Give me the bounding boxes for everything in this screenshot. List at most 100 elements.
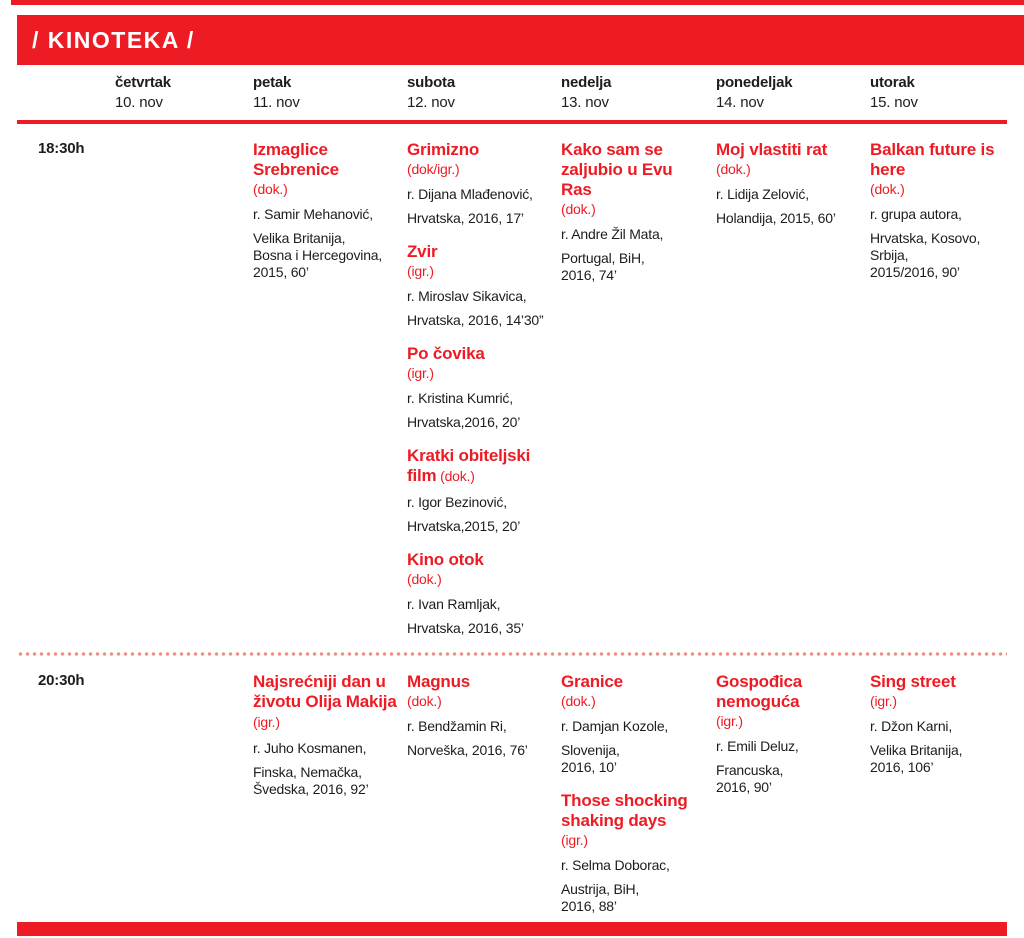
film-director: r. Juho Kosmanen,: [253, 740, 367, 756]
schedule-cell-nedelja: Kako sam se zaljubio u Evu Ras (dok.) r. A…: [561, 140, 716, 652]
film-entry: Those shocking shaking days (igr.) r. Selm…: [561, 791, 706, 915]
day-date: 12. nov: [407, 94, 455, 111]
film-title: Moj vlastiti rat: [716, 140, 828, 159]
film-format: (dok.): [561, 693, 596, 709]
film-format: (dok.): [716, 161, 751, 177]
day-date: 14. nov: [716, 94, 764, 111]
film-director: r. Igor Bezinović,: [407, 494, 507, 510]
day-name: četvrtak: [115, 74, 171, 91]
day-header-cetvrtak: četvrtak 10. nov: [115, 74, 253, 120]
film-entry: Izmaglice Srebrenice (dok.) r. Samir Mehan…: [253, 140, 397, 281]
day-date: 10. nov: [115, 94, 163, 111]
film-title: Po čovika: [407, 344, 485, 363]
day-name: utorak: [870, 74, 915, 91]
film-origin: Holandija, 2015, 60’: [716, 210, 836, 226]
day-header-subota: subota 12. nov: [407, 74, 561, 120]
film-director: r. Andre Žil Mata,: [561, 226, 664, 242]
film-origin: Hrvatska, 2016, 17’: [407, 210, 524, 226]
film-director: r. Miroslav Sikavica,: [407, 288, 527, 304]
day-date: 15. nov: [870, 94, 918, 111]
row-dotted-divider: [17, 652, 1007, 656]
film-entry: Grimizno (dok/igr.) r. Dijana Mlađenović, H…: [407, 140, 551, 227]
film-title: Zvir: [407, 242, 438, 261]
day-name: subota: [407, 74, 455, 91]
film-format: (igr.): [870, 693, 897, 709]
schedule-cell-petak: Najsrećniji dan u životu Olija Makija (i…: [253, 672, 407, 938]
film-origin: Portugal, BiH, 2016, 74’: [561, 250, 645, 283]
film-origin: Hrvatska,2016, 20’: [407, 414, 521, 430]
time-label: 18:30h: [38, 140, 85, 157]
day-date: 13. nov: [561, 94, 609, 111]
film-format: (dok.): [870, 181, 905, 197]
schedule-cell-nedelja: Granice (dok.) r. Damjan Kozole, Slovenija,…: [561, 672, 716, 938]
film-director: r. grupa autora,: [870, 206, 962, 222]
film-title: Magnus: [407, 672, 471, 691]
film-director: r. Ivan Ramljak,: [407, 596, 501, 612]
day-name: ponedeljak: [716, 74, 793, 91]
film-format: (dok/igr.): [407, 161, 460, 177]
time-column-gutter: [17, 74, 115, 120]
top-red-line: [11, 0, 1024, 5]
page-title-bar: / KINOTEKA /: [17, 15, 1024, 65]
schedule-cell-subota: Magnus (dok.) r. Bendžamin Ri, Norveška, 20…: [407, 672, 561, 938]
film-entry: Moj vlastiti rat (dok.) r. Lidija Zelović,…: [716, 140, 860, 227]
film-director: r. Damjan Kozole,: [561, 718, 669, 734]
film-format: (dok.): [436, 468, 475, 484]
film-origin: Norveška, 2016, 76’: [407, 742, 528, 758]
schedule-cell-utorak: Sing street (igr.) r. Džon Karni, Velika Br…: [870, 672, 1007, 938]
day-header-row: četvrtak 10. nov petak 11. nov subota 12…: [17, 74, 1007, 120]
film-entry: Po čovika (igr.) r. Kristina Kumrić, Hrvats…: [407, 344, 551, 431]
film-director: r. Kristina Kumrić,: [407, 390, 513, 406]
schedule-row: 20:30h Najsrećniji dan u životu Olija Mak…: [17, 656, 1007, 938]
film-origin: Slovenija, 2016, 10’: [561, 742, 620, 775]
film-title: Najsrećniji dan u životu Olija Makija (i…: [253, 672, 397, 730]
film-title: Kratki obiteljski film (dok.): [407, 446, 531, 485]
day-name: nedelja: [561, 74, 612, 91]
day-header-ponedeljak: ponedeljak 14. nov: [716, 74, 870, 120]
film-title: Balkan future is here: [870, 140, 995, 179]
film-format: (dok.): [407, 571, 442, 587]
film-entry: Kratki obiteljski film (dok.) r. Igor Bez…: [407, 446, 551, 535]
film-title: Sing street: [870, 672, 956, 691]
bottom-red-bar: [17, 922, 1007, 936]
film-format: (igr.): [561, 832, 588, 848]
day-header-utorak: utorak 15. nov: [870, 74, 1007, 120]
film-title: Kino otok: [407, 550, 484, 569]
film-title: Kako sam se zaljubio u Evu Ras: [561, 140, 673, 199]
film-format: (dok.): [253, 181, 288, 197]
film-title: Grimizno: [407, 140, 480, 159]
film-origin: Hrvatska,2015, 20’: [407, 518, 521, 534]
schedule-cell-utorak: Balkan future is here (dok.) r. grupa auto…: [870, 140, 1007, 652]
schedule-rows: 18:30h Izmaglice Srebrenice (dok.) r. Samir…: [17, 124, 1007, 938]
film-director: r. Dijana Mlađenović,: [407, 186, 533, 202]
film-format: (igr.): [716, 713, 743, 729]
film-director: r. Bendžamin Ri,: [407, 718, 507, 734]
film-entry: Kako sam se zaljubio u Evu Ras (dok.) r. A…: [561, 140, 706, 284]
film-origin: Francuska, 2016, 90’: [716, 762, 784, 795]
film-director: r. Selma Doborac,: [561, 857, 670, 873]
film-origin: Hrvatska, Kosovo, Srbija, 2015/2016, 90’: [870, 230, 981, 280]
schedule-cell-subota: Grimizno (dok/igr.) r. Dijana Mlađenović, H…: [407, 140, 561, 652]
film-origin: Velika Britanija, 2016, 106’: [870, 742, 963, 775]
film-title: Those shocking shaking days: [561, 791, 688, 830]
film-format: (igr.): [407, 263, 434, 279]
film-director: r. Emili Deluz,: [716, 738, 799, 754]
schedule-content: četvrtak 10. nov petak 11. nov subota 12…: [17, 74, 1007, 938]
day-header-petak: petak 11. nov: [253, 74, 407, 120]
film-origin: Finska, Nemačka, Švedska, 2016, 92’: [253, 764, 369, 797]
day-header-nedelja: nedelja 13. nov: [561, 74, 716, 120]
film-director: r. Samir Mehanović,: [253, 206, 373, 222]
film-entry: Kino otok (dok.) r. Ivan Ramljak, Hrvatska,…: [407, 550, 551, 637]
film-format: (igr.): [407, 365, 434, 381]
schedule-cell-ponedeljak: Gospođica nemoguća (igr.) r. Emili Deluz, F…: [716, 672, 870, 938]
schedule-cell-četvrtak: [115, 140, 253, 652]
header-divider-line: [17, 120, 1007, 124]
film-format: (igr.): [253, 714, 280, 730]
schedule-cell-petak: Izmaglice Srebrenice (dok.) r. Samir Mehan…: [253, 140, 407, 652]
schedule-cell-četvrtak: [115, 672, 253, 938]
film-entry: Gospođica nemoguća (igr.) r. Emili Deluz, F…: [716, 672, 860, 796]
film-entry: Najsrećniji dan u životu Olija Makija (i…: [253, 672, 397, 798]
day-name: petak: [253, 74, 292, 91]
film-title: Gospođica nemoguća: [716, 672, 803, 711]
